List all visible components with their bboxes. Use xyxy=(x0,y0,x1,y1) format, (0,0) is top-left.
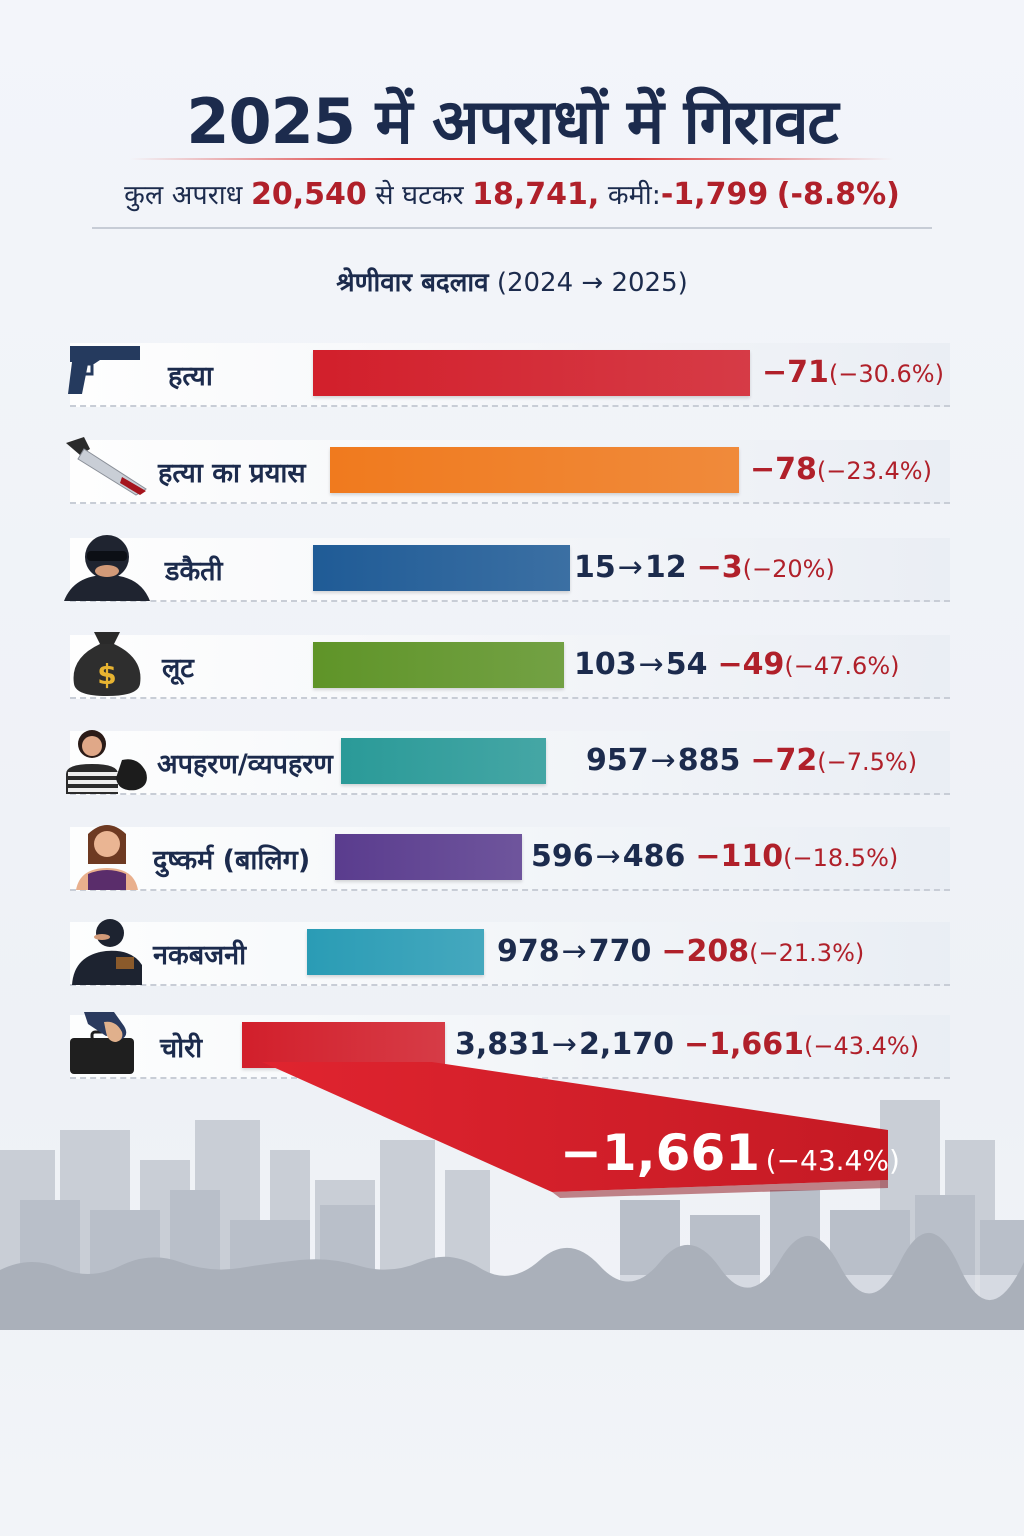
value-2024: 978 xyxy=(497,934,560,969)
page-title: 2025 में अपराधों में गिरावट xyxy=(186,85,838,158)
value-2024: 596 xyxy=(531,839,594,874)
money-bag-icon: $ xyxy=(62,628,152,698)
change-pct: (−18.5%) xyxy=(783,844,899,872)
value-2024: 15 xyxy=(574,550,616,585)
change-value: −1,661 xyxy=(683,1027,804,1062)
row-values: −78(−23.4%) xyxy=(750,452,932,487)
arrow-icon: → xyxy=(561,934,587,969)
row-values: 103→54 −49(−47.6%) xyxy=(574,647,899,682)
chart-bar xyxy=(307,929,484,975)
callout-pct: (−43.4%) xyxy=(765,1144,900,1177)
change-value: −208 xyxy=(661,934,750,969)
arrow-icon: → xyxy=(551,1027,578,1062)
row-values: −71(−30.6%) xyxy=(762,355,944,390)
change-value: −71 xyxy=(762,355,829,390)
summary-prefix: कुल अपराध xyxy=(124,180,243,211)
chart-bar xyxy=(341,738,546,784)
subtitle-range: (2024 → 2025) xyxy=(496,268,688,298)
row-values: 15→12 −3(−20%) xyxy=(574,550,835,585)
category-label: हत्या xyxy=(168,361,213,392)
change-pct: (−30.6%) xyxy=(828,360,944,388)
summary-change-pct: (-8.8%) xyxy=(776,177,900,212)
arrow-icon: → xyxy=(650,743,676,778)
row-band xyxy=(70,922,950,986)
value-2025: 486 xyxy=(622,839,686,874)
burglar-icon xyxy=(62,915,152,985)
change-value: −72 xyxy=(750,743,818,778)
category-label: लूट xyxy=(162,653,194,684)
change-value: −78 xyxy=(750,452,817,487)
value-2024: 3,831 xyxy=(455,1027,550,1062)
change-pct: (−43.4%) xyxy=(803,1032,920,1060)
value-2025: 770 xyxy=(588,934,652,969)
value-2024: 957 xyxy=(586,743,649,778)
chart-bar xyxy=(313,642,564,688)
knife-icon xyxy=(62,433,152,503)
callout-value: −1,661 xyxy=(560,1124,761,1182)
title-divider xyxy=(130,158,894,160)
chart-bar xyxy=(242,1022,445,1068)
summary-change-label: कमी: xyxy=(607,180,661,211)
svg-text:$: $ xyxy=(97,658,116,691)
chart-bar xyxy=(313,350,750,396)
row-values: 596→486 −110(−18.5%) xyxy=(531,839,898,874)
value-2025: 12 xyxy=(644,550,687,585)
change-value: −3 xyxy=(696,550,743,585)
chart-bar xyxy=(330,447,739,493)
category-label: दुष्कर्म (बालिग) xyxy=(153,845,311,876)
category-label: डकैती xyxy=(165,556,223,587)
change-pct: (−7.5%) xyxy=(817,748,918,776)
change-value: −49 xyxy=(717,647,785,682)
category-label: हत्या का प्रयास xyxy=(158,458,306,489)
subtitle-label: श्रेणीवार बदलाव xyxy=(336,268,489,298)
callout-label: −1,661 (−43.4%) xyxy=(560,1124,900,1182)
row-values: 3,831→2,170 −1,661(−43.4%) xyxy=(455,1027,919,1062)
arrow-icon: → xyxy=(595,839,621,874)
chart-bar xyxy=(335,834,522,880)
row-values: 978→770 −208(−21.3%) xyxy=(497,934,864,969)
change-pct: (−23.4%) xyxy=(816,457,932,485)
summary-mid: से घटकर xyxy=(375,180,464,211)
pistol-icon xyxy=(62,336,152,406)
value-2024: 103 xyxy=(574,647,637,682)
arrow-icon: → xyxy=(638,647,664,682)
change-pct: (−20%) xyxy=(742,555,835,583)
change-pct: (−21.3%) xyxy=(749,939,865,967)
summary-line: कुल अपराध 20,540 से घटकर 18,741, कमी:-1,… xyxy=(0,175,1024,212)
category-label: अपहरण/व्यपहरण xyxy=(157,749,333,780)
chart-bar xyxy=(313,545,570,591)
value-2025: 885 xyxy=(677,743,741,778)
thief-hand-bag-icon xyxy=(62,1008,152,1078)
arrow-icon: → xyxy=(617,550,643,585)
kidnapping-icon xyxy=(62,724,152,794)
chart-subtitle: श्रेणीवार बदलाव (2024 → 2025) xyxy=(0,263,1024,299)
value-2025: 54 xyxy=(665,647,708,682)
summary-divider xyxy=(92,227,932,229)
summary-to-value: 18,741, xyxy=(472,177,600,212)
woman-icon xyxy=(62,820,152,890)
category-label: चोरी xyxy=(160,1033,203,1064)
summary-from-value: 20,540 xyxy=(250,177,367,212)
change-value: −110 xyxy=(695,839,784,874)
change-pct: (−47.6%) xyxy=(784,652,900,680)
row-values: 957→885 −72(−7.5%) xyxy=(586,743,917,778)
masked-robber-icon xyxy=(62,531,152,601)
summary-change-value: -1,799 xyxy=(660,177,769,212)
category-label: नकबजनी xyxy=(153,940,247,971)
value-2025: 2,170 xyxy=(579,1027,674,1062)
